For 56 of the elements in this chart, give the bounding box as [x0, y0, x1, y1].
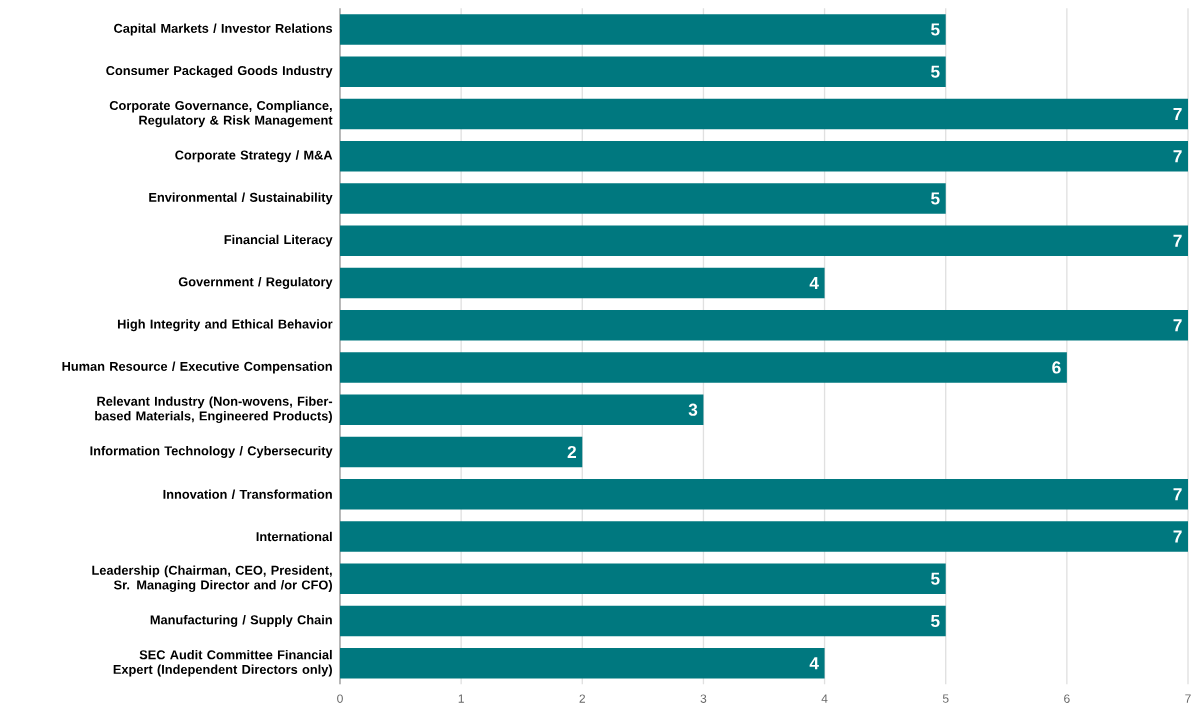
bar: [340, 310, 1188, 341]
y-tick-label: Manufacturing / Supply Chain: [150, 614, 332, 627]
data-label: 5: [931, 192, 940, 205]
x-tick-label: 2: [579, 694, 586, 703]
data-label: 4: [809, 277, 819, 289]
x-tick-label: 3: [700, 694, 707, 703]
y-tick-label: Information Technology / Cybersecurity: [90, 445, 333, 458]
bar: [340, 521, 1188, 552]
bar: [340, 14, 946, 45]
bar: [340, 479, 1188, 510]
data-label: 5: [931, 65, 940, 78]
bar: [340, 183, 946, 214]
data-label: 6: [1052, 361, 1061, 374]
y-tick-label: Capital Markets / Investor Relations: [114, 23, 333, 36]
y-tick-label: Government / Regulatory: [178, 276, 333, 289]
x-tick-label: 4: [821, 694, 828, 703]
bar: [340, 56, 946, 87]
y-tick-label: Innovation / Transformation: [163, 489, 332, 499]
bar: [340, 141, 1188, 172]
bar: [340, 648, 825, 679]
bar: [340, 394, 704, 425]
data-label: 7: [1173, 234, 1182, 247]
x-tick-label: 0: [337, 694, 343, 703]
data-label: 5: [931, 614, 940, 628]
y-tick-label: Financial Literacy: [224, 234, 333, 247]
data-label: 3: [688, 403, 698, 416]
y-tick-label: Human Resource / Executive Compensation: [62, 361, 332, 374]
x-tick-label: 6: [1064, 694, 1070, 703]
bar: [340, 352, 1067, 383]
bar: [340, 98, 1188, 130]
bar: [340, 436, 583, 468]
bar: [340, 225, 1188, 256]
data-label: 7: [1173, 530, 1182, 543]
y-tick-label: Corporate Governance, Compliance, Regulatory & Risk Management: [109, 100, 333, 128]
y-tick-label: Relevant Industry (Non-wovens, Fiber-based Materials, Engineered Products): [95, 396, 333, 424]
data-label: 7: [1173, 108, 1182, 120]
data-label: 4: [809, 657, 819, 670]
data-label: 7: [1173, 488, 1182, 501]
y-tick-label: Corporate Strategy / M&A: [175, 150, 333, 163]
y-tick-label: Environmental / Sustainability: [149, 192, 333, 205]
y-tick-label: High Integrity and Ethical Behavior: [117, 319, 333, 332]
y-tick-label: International: [256, 531, 332, 542]
data-label: 2: [567, 445, 576, 459]
x-tick-label: 5: [942, 694, 949, 703]
y-tick-label: Consumer Packaged Goods Industry: [106, 65, 333, 78]
data-label: 5: [931, 572, 940, 585]
y-tick-label: Leadership (Chairman, CEO, President, Sr. Managing Director and /or CFO): [92, 565, 332, 593]
x-tick-label: 7: [1185, 694, 1191, 703]
data-label: 7: [1173, 150, 1182, 163]
bar: [340, 605, 946, 637]
y-tick-label: SEC Audit Committee Financial Expert (Independent Directors only): [113, 649, 332, 677]
x-tick-label: 1: [458, 694, 464, 703]
data-label: 7: [1173, 319, 1182, 332]
data-label: 5: [931, 23, 940, 36]
bar: [340, 267, 825, 299]
bar: [340, 563, 946, 594]
